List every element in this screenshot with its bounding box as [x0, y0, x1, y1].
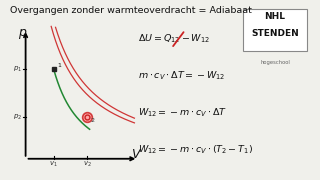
Text: $v_2$: $v_2$ [83, 160, 92, 169]
Text: $p_1$: $p_1$ [13, 65, 22, 74]
Text: STENDEN: STENDEN [251, 29, 299, 38]
Text: $W_{12} = -m \cdot c_V \cdot (T_2 - T_1)$: $W_{12} = -m \cdot c_V \cdot (T_2 - T_1)… [138, 143, 253, 156]
Text: $p_2$: $p_2$ [13, 112, 22, 122]
Text: 2: 2 [90, 118, 94, 123]
Text: NHL: NHL [265, 12, 285, 21]
Text: p: p [18, 26, 26, 39]
Text: 1: 1 [57, 63, 61, 68]
Text: $\Delta U = Q_{12} - W_{12}$: $\Delta U = Q_{12} - W_{12}$ [138, 33, 211, 45]
Text: hogeschool: hogeschool [260, 60, 290, 64]
Text: V: V [132, 148, 140, 161]
Text: Overgangen zonder warmteoverdracht = Adiabaat: Overgangen zonder warmteoverdracht = Adi… [10, 6, 252, 15]
Text: $m \cdot c_V \cdot \Delta T = -W_{12}$: $m \cdot c_V \cdot \Delta T = -W_{12}$ [138, 70, 226, 82]
Text: $W_{12} = -m \cdot c_V \cdot \Delta T$: $W_{12} = -m \cdot c_V \cdot \Delta T$ [138, 107, 228, 119]
FancyBboxPatch shape [244, 9, 307, 51]
Text: $v_1$: $v_1$ [49, 160, 58, 169]
